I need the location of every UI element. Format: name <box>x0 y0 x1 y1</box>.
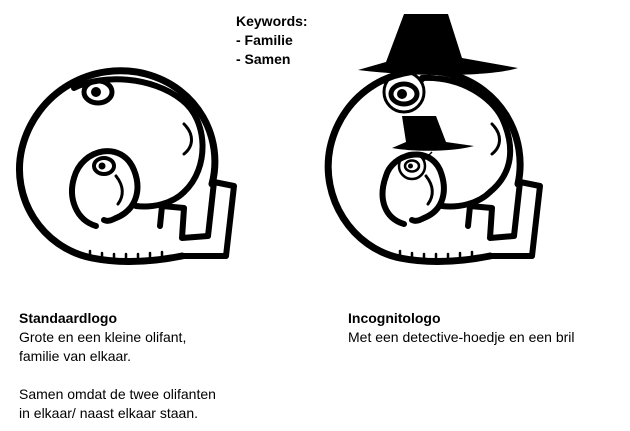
standard-description: Grote en een kleine olifant, familie van… <box>19 329 187 364</box>
small-monocle-icon <box>397 151 427 181</box>
elephant-detective-logo-icon <box>324 14 543 266</box>
hat-icon <box>358 14 518 76</box>
standard-explanation: Samen omdat de twee olifanten in elkaar/… <box>19 386 216 421</box>
incognito-logo <box>322 10 557 280</box>
keywords-title: Keywords: <box>236 13 308 29</box>
keyword-item: - Samen <box>236 51 291 67</box>
small-hat-icon <box>392 116 474 151</box>
incognito-caption: Incognitologo Met een detective-hoedje e… <box>348 309 628 347</box>
standard-caption: Standaardlogo Grote en een kleine olifan… <box>19 309 299 423</box>
incognito-title: Incognitologo <box>348 310 441 326</box>
standard-title: Standaardlogo <box>19 310 118 326</box>
keyword-item: - Familie <box>236 32 293 48</box>
elephant-logo-icon <box>15 67 237 266</box>
standard-logo <box>12 58 252 273</box>
incognito-description: Met een detective-hoedje en een bril <box>348 329 575 345</box>
keywords-block: Keywords: - Familie - Samen <box>236 12 308 69</box>
